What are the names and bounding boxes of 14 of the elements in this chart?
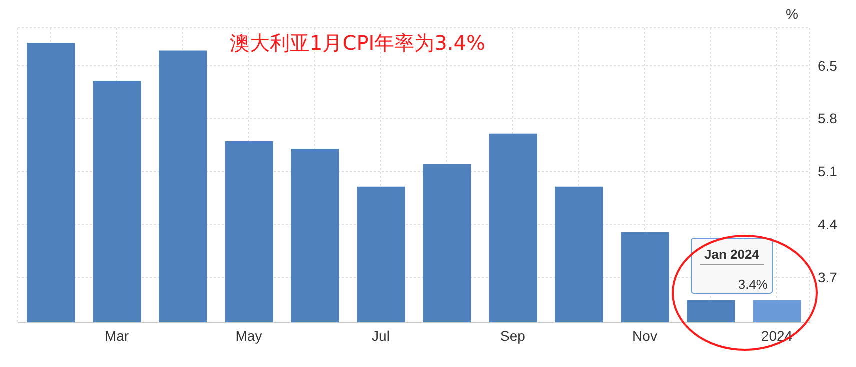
x-tick-label: Mar — [104, 328, 130, 344]
y-tick-label: 4.4 — [818, 216, 838, 233]
annotation: Jan 2024 — [700, 247, 764, 266]
y-tick-label: 3.7 — [818, 270, 838, 286]
y-tick-label: 5.1 — [818, 164, 838, 180]
x-tick-label: Nov — [632, 328, 658, 344]
y-tick-label: 5.8 — [818, 110, 838, 127]
x-tick-label: Jul — [372, 328, 390, 344]
y-tick-label: 6.5 — [818, 58, 838, 74]
x-tick-label: Sep — [500, 328, 526, 344]
x-tick-label: May — [236, 328, 262, 344]
annotation: 3.4% — [737, 277, 768, 292]
y-axis-title: % — [786, 6, 798, 22]
chart-title: 澳大利亚1月CPI年率为3.4% — [230, 30, 486, 57]
